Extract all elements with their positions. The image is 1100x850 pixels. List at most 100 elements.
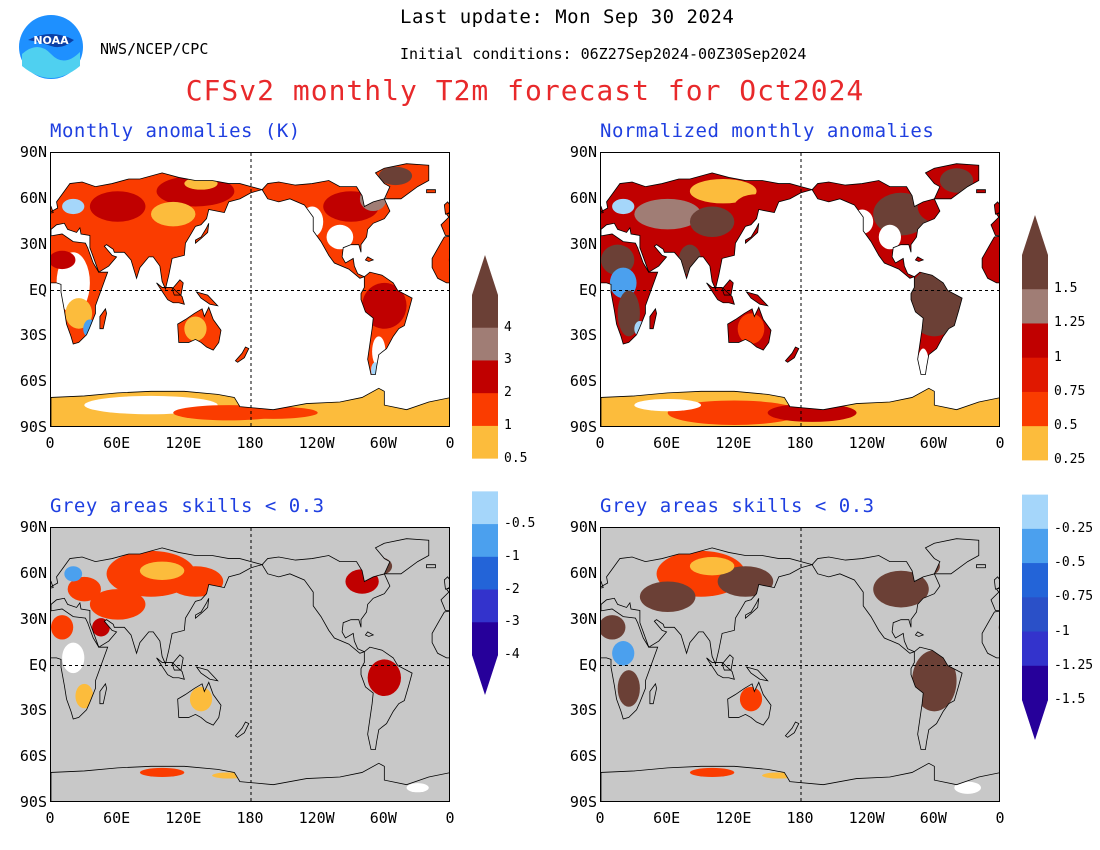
anomaly-patch: [97, 163, 138, 175]
anomaly-patch: [734, 194, 779, 219]
lat-tick-label: 30N: [19, 234, 47, 253]
normalized-anomaly-map: [600, 152, 1000, 427]
anomaly-patch: [67, 576, 101, 602]
lat-tick-label: 60N: [19, 188, 47, 207]
land-newguinea: [746, 667, 768, 681]
initial-conditions-text: Initial conditions: 06Z27Sep2024-00Z30Se…: [400, 45, 807, 63]
anomaly-patch: [189, 686, 213, 712]
coastline: [924, 163, 980, 200]
colorbar-segment: [1022, 460, 1048, 496]
coastline: [99, 682, 107, 705]
anomaly-patch: [83, 319, 97, 338]
lat-tick-label: 90S: [19, 793, 47, 811]
coastline: [171, 654, 184, 671]
coastline: [784, 346, 800, 363]
anomaly-patch: [65, 298, 93, 329]
colorbar-tick-label: -0.5: [504, 516, 536, 532]
land-japan: [195, 223, 209, 244]
colorbar-segment: [1022, 289, 1048, 324]
coastline: [99, 307, 107, 330]
lon-tick-label: 60W: [369, 434, 397, 452]
colorbar-segment: [1022, 323, 1048, 359]
land-nz: [235, 722, 249, 738]
colorbar-normalized: 1.5 1.25 1 0.75 0.5 0.25 -0.25 -0.5 -0.75 -1 -1.25…: [1020, 215, 1100, 740]
anomaly-patch: [371, 362, 380, 378]
colorbar-max-arrow: [1022, 215, 1048, 255]
map-canvas: [51, 528, 449, 801]
anomaly-patch: [301, 206, 324, 238]
coastline: [261, 555, 391, 654]
land-borneo: [172, 279, 184, 296]
land-nz: [785, 347, 799, 363]
land-layer: [601, 538, 999, 801]
anomaly-patch: [617, 290, 640, 337]
coastline: [51, 608, 109, 720]
land-britain: [444, 201, 449, 215]
land-africa: [432, 233, 449, 344]
coastline: [51, 547, 264, 666]
land-madagascar: [649, 683, 657, 704]
anomaly-patch: [612, 641, 635, 666]
lon-tick-label: 120W: [848, 809, 885, 827]
coastline: [976, 564, 986, 569]
land-northAm: [262, 555, 390, 654]
colorbar-tick-label: -0.75: [1054, 589, 1094, 605]
lat-tick-label: 30S: [19, 326, 47, 345]
anomaly-patch: [639, 581, 696, 613]
lon-tick-label: 120E: [715, 809, 752, 827]
anomaly-patch: [739, 686, 763, 712]
anomaly-patch: [151, 201, 196, 227]
colorbar-segment: [1022, 357, 1048, 393]
lat-tick-label: 60N: [19, 563, 47, 582]
lat-tick-label: 90S: [569, 418, 597, 436]
colorbar-segment: [1022, 255, 1048, 290]
colorbar-tick-label: 1.25: [1054, 315, 1086, 331]
land-indonesia: [156, 657, 185, 680]
lat-tick-label: 30S: [19, 701, 47, 720]
lat-tick-label: 30S: [569, 326, 597, 345]
colorbar-segment: [1022, 426, 1048, 461]
coastline: [177, 681, 222, 726]
coastline: [745, 223, 760, 244]
anomaly-patch: [75, 683, 94, 709]
anomaly-patch: [406, 783, 429, 793]
coastline: [261, 180, 391, 279]
anomaly-patch: [228, 406, 318, 419]
lat-tick-label: 60N: [569, 188, 597, 207]
anomaly-patch: [689, 206, 735, 238]
land-britain: [994, 201, 999, 215]
lat-tick-label: EQ: [578, 655, 597, 674]
colorbar-segment: [1022, 528, 1048, 564]
colorbar-tick-label: 0.5: [504, 450, 528, 466]
colorbar-tick-label: -0.5: [1054, 555, 1086, 571]
lon-tick-label: 0: [45, 809, 55, 827]
coastline: [426, 564, 436, 569]
anomaly-patch: [737, 313, 765, 344]
coastline: [727, 681, 772, 726]
lon-tick-label: 180: [786, 809, 814, 827]
land-africa: [432, 608, 449, 719]
coastline: [727, 306, 772, 351]
lon-tick-label: 180: [786, 434, 814, 452]
map-canvas: [601, 528, 999, 801]
land-iceland: [426, 189, 436, 193]
panel-title-anomalies: Monthly anomalies (K): [50, 120, 301, 142]
land-newguinea: [196, 292, 218, 306]
land-iceland: [976, 189, 986, 193]
anomaly-patch: [617, 670, 640, 707]
coastline: [156, 282, 185, 305]
anomaly-patch: [51, 250, 76, 270]
anomaly-patch: [917, 191, 951, 222]
anomaly-patch: [139, 561, 185, 580]
land-japan: [745, 598, 759, 619]
colorbar-segment: [472, 425, 498, 460]
anomaly-patch: [689, 178, 757, 204]
lon-tick-label: 0: [595, 809, 605, 827]
colorbar-segment: [472, 589, 498, 623]
coastline: [374, 163, 430, 200]
lat-tick-label: 90N: [19, 518, 47, 536]
coastline: [976, 189, 986, 194]
colorbar-segment: [1022, 597, 1048, 633]
lon-tick-label: 60E: [653, 809, 681, 827]
coastline: [51, 205, 54, 214]
